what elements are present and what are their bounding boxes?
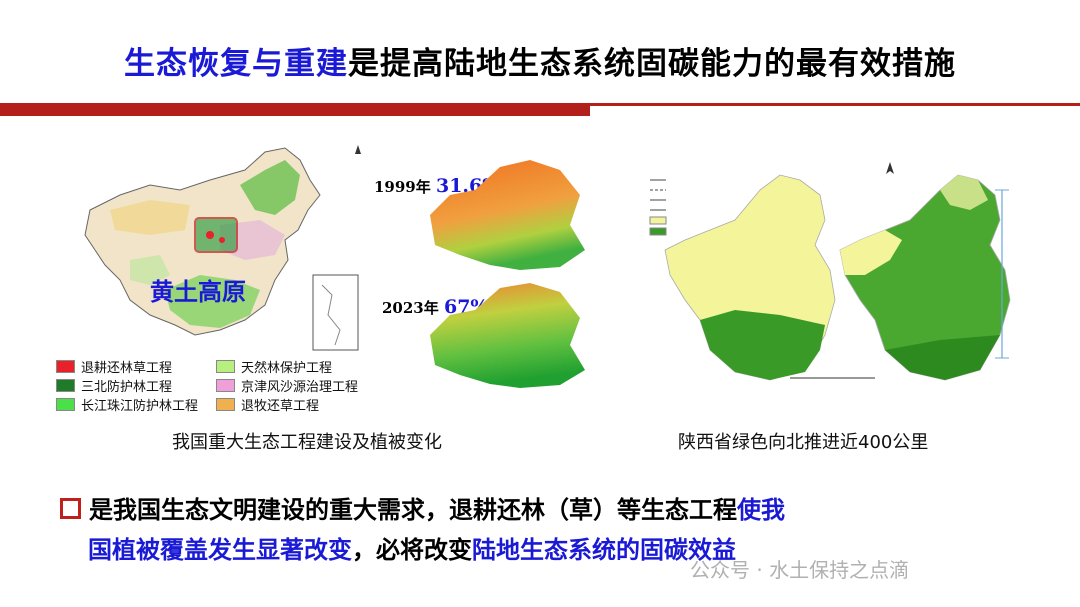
shaanxi-map-comparison xyxy=(640,150,1040,395)
title-divider-thin xyxy=(590,103,1080,106)
left-caption: 我国重大生态工程建设及植被变化 xyxy=(172,432,442,453)
vegetation-map-2023 xyxy=(420,280,595,392)
watermark: 公众号 · 水土保持之点滴 xyxy=(690,558,910,582)
china-map xyxy=(70,140,370,355)
right-caption: 陕西省绿色向北推进近400公里 xyxy=(678,432,929,453)
legend-item: 退牧还草工程 xyxy=(216,395,376,414)
key-point: 是我国生态文明建设的重大需求，退耕还林（草）等生态工程使我 国植被覆盖发生显著改… xyxy=(60,490,1040,570)
title-highlight: 生态恢复与重建 xyxy=(124,46,348,82)
bullet-square-icon xyxy=(60,498,81,519)
title-divider-thick xyxy=(0,103,590,116)
legend-item: 天然林保护工程 xyxy=(216,357,376,376)
map-legend: 退耕还林草工程 天然林保护工程 三北防护林工程 京津风沙源治理工程 长江珠江防护… xyxy=(56,357,376,414)
legend-item: 长江珠江防护林工程 xyxy=(56,395,216,414)
legend-item: 京津风沙源治理工程 xyxy=(216,376,376,395)
legend-item: 退耕还林草工程 xyxy=(56,357,216,376)
loess-plateau-label: 黄土高原 xyxy=(150,278,246,306)
page-title: 生态恢复与重建是提高陆地生态系统固碳能力的最有效措施 xyxy=(0,38,1080,83)
legend-item: 三北防护林工程 xyxy=(56,376,216,395)
title-rest: 是提高陆地生态系统固碳能力的最有效措施 xyxy=(348,46,956,82)
vegetation-map-1999 xyxy=(420,155,595,275)
